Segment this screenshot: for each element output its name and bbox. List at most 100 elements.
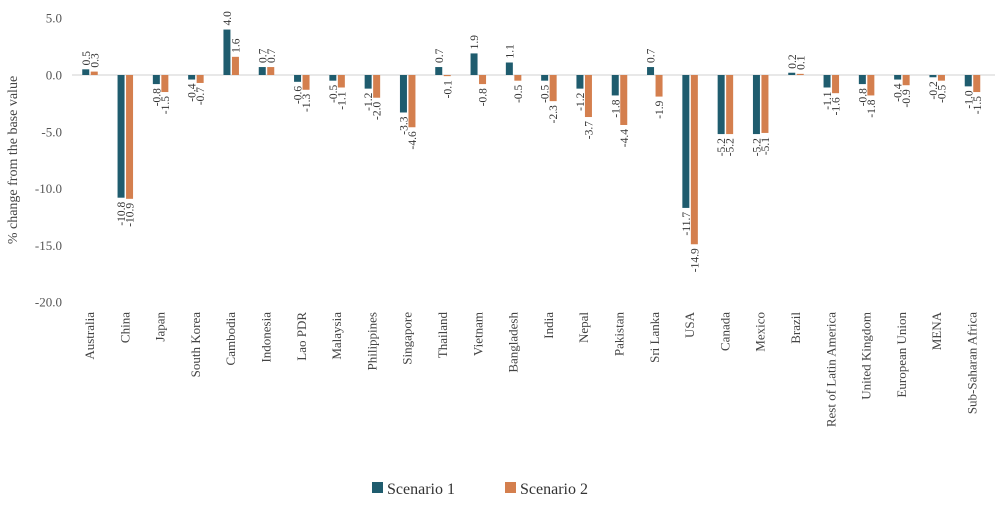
bar-scenario-1: [647, 67, 655, 75]
data-label: -1.6: [831, 97, 843, 115]
data-label: 0.7: [434, 48, 446, 63]
bar-scenario-2: [443, 75, 451, 77]
category-label: Japan: [153, 312, 168, 342]
y-axis-title: % change from the base value: [6, 76, 21, 244]
data-label: -4.6: [407, 131, 419, 149]
data-label: -5.2: [751, 138, 763, 156]
y-tick-label: -20.0: [35, 295, 62, 310]
category-label: Australia: [82, 312, 97, 360]
data-label: -1.8: [866, 99, 878, 117]
bar-scenario-2: [761, 75, 769, 133]
legend-swatch-scenario-1: [372, 482, 383, 493]
category-label: South Korea: [188, 312, 203, 378]
data-label: -3.3: [398, 116, 410, 134]
data-label: 1.9: [469, 35, 481, 50]
data-label: -0.5: [513, 84, 525, 102]
data-label: -2.3: [548, 105, 560, 123]
category-label: Mexico: [753, 312, 768, 352]
category-label: India: [541, 312, 556, 339]
bars: [82, 29, 981, 245]
data-label: -1.9: [654, 100, 666, 118]
data-label: 0.7: [646, 48, 658, 63]
bar-scenario-2: [514, 75, 522, 81]
legend-swatch-scenario-2: [505, 482, 516, 493]
bar-scenario-2: [655, 75, 663, 97]
category-label: Lao PDR: [294, 312, 309, 361]
data-label: -5.2: [725, 138, 737, 156]
bar-scenario-2: [373, 75, 381, 98]
data-label: 0.7: [257, 48, 269, 63]
data-label: -1.3: [301, 94, 313, 112]
bar-scenario-1: [505, 62, 513, 75]
data-label: -0.8: [857, 88, 869, 106]
data-label: -0.2: [928, 81, 940, 99]
category-label: USA: [682, 311, 697, 338]
bar-scenario-1: [717, 75, 725, 135]
data-label: 0.1: [795, 55, 807, 70]
bar-scenario-2: [973, 75, 981, 93]
data-label: -1.2: [575, 92, 587, 110]
bar-scenario-2: [796, 73, 804, 75]
data-label: -0.4: [893, 83, 905, 101]
bar-scenario-2: [161, 75, 169, 93]
bar-scenario-1: [682, 75, 690, 208]
bar-scenario-1: [576, 75, 584, 89]
y-tick-label: -5.0: [41, 124, 62, 139]
data-labels: 0.50.3-10.8-10.9-0.8-1.5-0.4-0.74.01.60.…: [81, 11, 984, 272]
bar-scenario-1: [435, 67, 443, 75]
bar-scenario-2: [726, 75, 734, 135]
bar-scenario-1: [752, 75, 760, 135]
bar-scenario-1: [823, 75, 831, 88]
bar-scenario-1: [364, 75, 372, 89]
data-label: -0.5: [328, 84, 340, 102]
bar-scenario-2: [867, 75, 875, 96]
category-label: Indonesia: [259, 312, 274, 363]
data-label: 0.5: [81, 51, 93, 66]
bar-scenario-1: [399, 75, 407, 113]
bar-scenario-1: [294, 75, 302, 82]
bar-scenario-1: [611, 75, 619, 96]
y-tick-label: -10.0: [35, 181, 62, 196]
bar-scenario-2: [584, 75, 592, 118]
bar-scenario-1: [223, 29, 231, 76]
category-label: United Kingdom: [859, 312, 874, 400]
bar-scenario-1: [858, 75, 866, 85]
category-label: Sri Lanka: [647, 312, 662, 363]
bar-scenario-2: [302, 75, 310, 90]
data-label: -2.0: [372, 101, 384, 119]
data-label: -10.9: [125, 203, 137, 227]
category-label: Vietnam: [470, 312, 485, 356]
bar-scenario-2: [337, 75, 345, 88]
y-tick-label: 5.0: [46, 11, 62, 26]
bar-scenario-1: [258, 67, 266, 75]
data-label: -0.4: [187, 83, 199, 101]
category-label: China: [117, 312, 132, 343]
bar-scenario-2: [620, 75, 628, 125]
bar-scenario-2: [408, 75, 416, 128]
category-label: Nepal: [576, 312, 591, 343]
data-label: -1.2: [363, 92, 375, 110]
bar-scenario-1: [470, 53, 478, 75]
bar-scenario-1: [188, 75, 196, 80]
category-label: Sub-Saharan Africa: [965, 312, 980, 414]
data-label: -1.5: [972, 96, 984, 114]
bar-scenario-2: [126, 75, 134, 199]
category-label: Bangladesh: [506, 312, 521, 373]
data-label: -5.2: [716, 138, 728, 156]
data-label: -0.5: [540, 84, 552, 102]
legend-label-scenario-2: Scenario 2: [520, 481, 588, 498]
bar-scenario-2: [90, 71, 98, 75]
y-axis: 5.0 0.0 -5.0 -10.0 -15.0 -20.0: [35, 11, 62, 310]
data-label: 1.6: [230, 38, 242, 53]
y-tick-label: -15.0: [35, 238, 62, 253]
category-label: Pakistan: [612, 312, 627, 357]
category-label: Thailand: [435, 312, 450, 359]
data-label: -0.7: [195, 87, 207, 105]
data-label: 0.2: [787, 54, 799, 69]
bar-scenario-2: [196, 75, 204, 83]
bar-scenario-1: [964, 75, 972, 87]
data-label: 4.0: [222, 11, 234, 26]
data-label: -1.8: [610, 99, 622, 117]
data-label: -0.8: [151, 88, 163, 106]
